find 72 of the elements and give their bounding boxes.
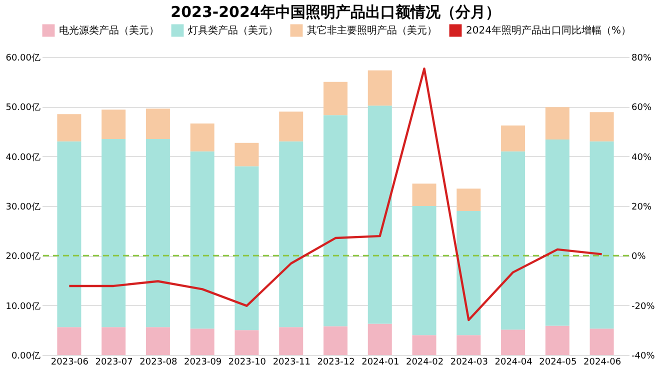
y2-tick-label: 40% — [632, 152, 652, 163]
y-tick-label: 30.00亿 — [6, 202, 40, 212]
bar — [456, 188, 481, 211]
bar — [456, 335, 481, 355]
bar — [456, 210, 481, 336]
x-tick-label: 2023-09 — [184, 358, 222, 368]
chart-title: 2023-2024年中国照明产品出口额情况（分月） — [170, 3, 500, 21]
y-tick-label: 50.00亿 — [6, 102, 40, 114]
line-series — [68, 68, 603, 322]
bar — [102, 110, 126, 139]
x-tick-label: 2023-06 — [50, 358, 89, 368]
x-tick-label: 2024-04 — [494, 358, 533, 368]
x-tick-label: 2023-07 — [95, 358, 133, 368]
bar — [590, 112, 614, 142]
bar — [368, 324, 392, 355]
bar — [545, 139, 570, 326]
bar — [324, 115, 348, 326]
x-tick-label: 2023-08 — [140, 358, 178, 368]
y2-tick-label: 20% — [632, 202, 652, 212]
x-tick-label: 2023-12 — [317, 358, 355, 368]
bar — [102, 138, 126, 328]
bar — [57, 141, 82, 328]
y-tick-label: 40.00亿 — [6, 152, 40, 163]
bar — [324, 82, 348, 116]
bar — [279, 141, 304, 328]
bar — [146, 108, 170, 139]
bar — [501, 330, 526, 355]
x-tick-label: 2023-10 — [228, 358, 266, 368]
x-tick-label: 2024-05 — [539, 358, 577, 368]
bar — [412, 335, 436, 355]
bar — [545, 107, 570, 140]
bar — [368, 106, 392, 324]
x-tick-label: 2024-06 — [584, 358, 622, 368]
bar — [146, 327, 170, 355]
y2-tick-label: 0% — [632, 252, 646, 262]
y2-tick-label: -40% — [632, 352, 656, 362]
x-tick-label: 2024-03 — [450, 358, 488, 368]
x-tick-label: 2024-02 — [406, 358, 444, 368]
y-tick-label: 10.00亿 — [6, 300, 40, 312]
legend-label: 其它非主要照明产品（美元） — [307, 24, 437, 37]
bar — [234, 330, 259, 355]
bar — [590, 328, 614, 355]
legend-label: 灯具类产品（美元） — [188, 24, 278, 37]
bar — [190, 124, 214, 152]
y2-tick-label: -20% — [632, 302, 656, 312]
bar — [57, 327, 82, 355]
bar — [102, 327, 126, 355]
bar — [412, 206, 436, 336]
y-tick-label: 20.00亿 — [6, 251, 40, 262]
bar — [146, 138, 170, 328]
bar — [545, 326, 570, 355]
bar — [190, 328, 214, 355]
y2-tick-label: 60% — [632, 103, 652, 114]
bar — [234, 166, 259, 330]
y-tick-label: 0.00亿 — [11, 350, 40, 362]
bar — [501, 126, 526, 152]
legend-label: 2024年照明产品出口同比增幅（%） — [466, 24, 631, 37]
bar — [234, 142, 259, 166]
bar — [190, 151, 214, 329]
bar — [57, 114, 82, 142]
bar — [590, 141, 614, 329]
y2-tick-label: 80% — [632, 54, 652, 64]
y-tick-label: 60.00亿 — [6, 52, 40, 64]
bar — [279, 112, 304, 142]
bar — [368, 70, 392, 106]
legend-label: 电光源类产品（美元） — [59, 24, 159, 37]
x-tick-label: 2023-11 — [272, 358, 310, 368]
bar — [279, 327, 304, 355]
bar — [324, 326, 348, 355]
x-tick-label: 2024-01 — [362, 358, 400, 368]
bar — [501, 151, 526, 330]
bar — [412, 184, 436, 206]
